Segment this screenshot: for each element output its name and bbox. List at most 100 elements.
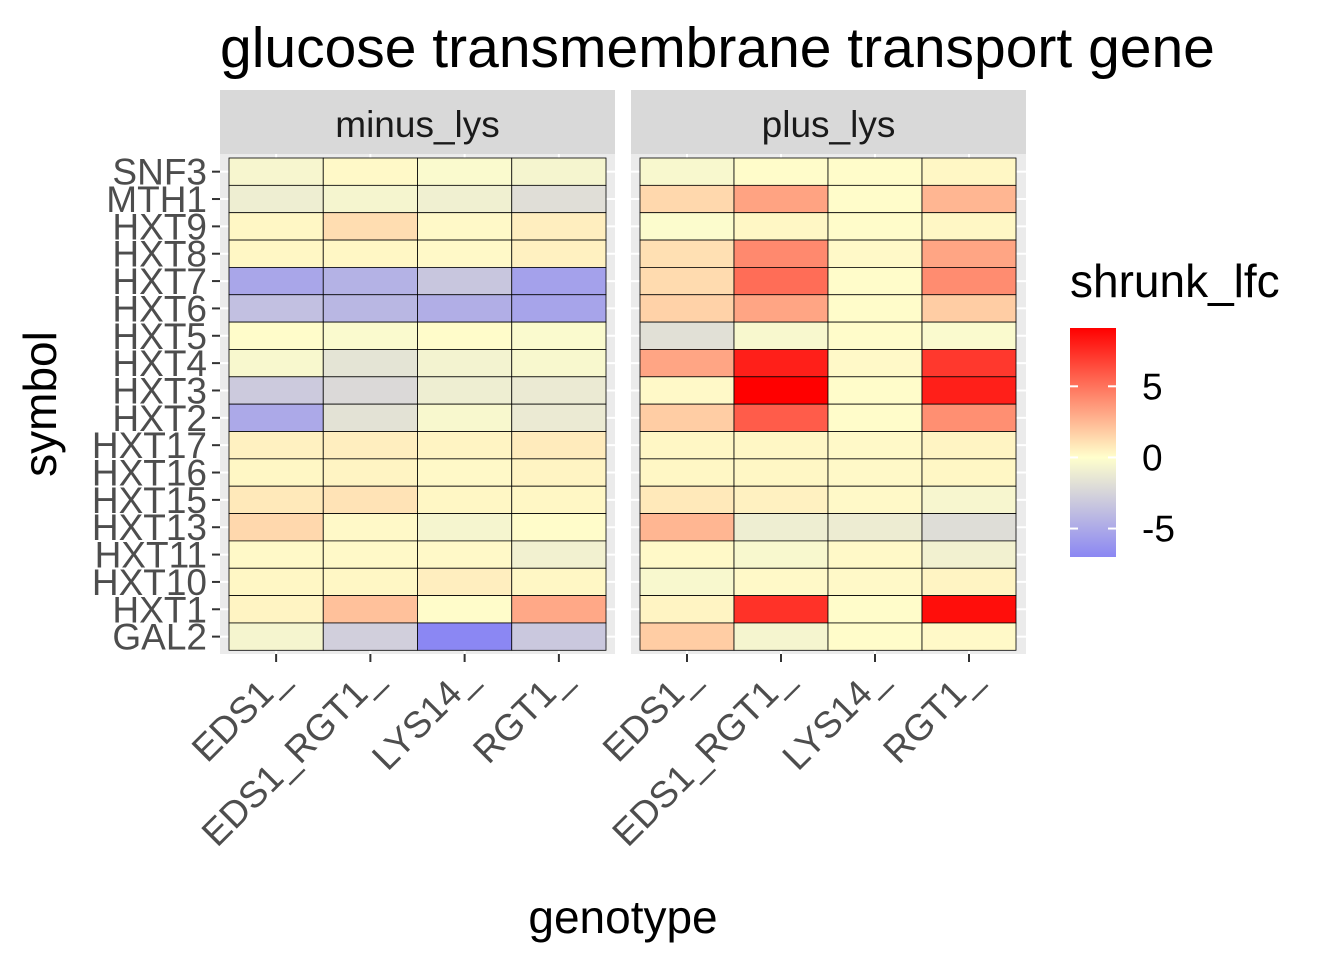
heatmap-tile [228, 266, 324, 296]
heatmap-tile [827, 294, 923, 323]
heatmap-tile [322, 212, 418, 241]
legend-colorbar [1070, 328, 1116, 557]
heatmap-tile [511, 403, 607, 432]
heatmap-tile [322, 349, 418, 378]
heatmap-tile [921, 540, 1017, 569]
color-legend: shrunk_lfc 5 0 -5 [1070, 255, 1280, 557]
heatmap-tile [511, 157, 607, 186]
heatmap-tile [733, 595, 829, 624]
y-tick-label: HXT4 [112, 343, 207, 384]
heatmap-tile [733, 540, 829, 569]
heatmap-tile [228, 458, 324, 487]
x-tick-label: RGT1_ [465, 657, 579, 771]
heatmap-tile [733, 622, 829, 651]
heatmap-tile [921, 403, 1017, 432]
facet-strip [220, 90, 615, 154]
heatmap-tile [511, 485, 607, 514]
y-tick-label: HXT5 [112, 316, 207, 357]
y-tick-label: HXT6 [112, 288, 207, 329]
facet-strip [631, 90, 1026, 154]
heatmap-tile [639, 321, 735, 350]
heatmap-tile [417, 349, 513, 378]
y-tick-label: HXT11 [95, 535, 207, 576]
chart-title: glucose transmembrane transport gene [220, 16, 1215, 80]
heatmap-tile [733, 239, 829, 268]
heatmap-tile [827, 567, 923, 597]
heatmap-tile [827, 157, 923, 186]
heatmap-tile [417, 485, 513, 514]
heatmap-tile [228, 184, 324, 214]
y-tick-label: HXT9 [112, 206, 207, 247]
heatmap-tile [322, 622, 418, 651]
heatmap-tile [228, 595, 324, 624]
heatmap-tile [639, 622, 735, 651]
y-tick-label: MTH1 [106, 179, 207, 220]
heatmap-tile [417, 595, 513, 624]
heatmap-tile [639, 540, 735, 569]
heatmap-tile [733, 321, 829, 350]
heatmap-tile [511, 431, 607, 460]
heatmap-tile [639, 212, 735, 241]
heatmap-tile [733, 212, 829, 241]
heatmap-tile [921, 212, 1017, 241]
heatmap-tile [322, 294, 418, 323]
x-axis-title: genotype [528, 891, 717, 943]
heatmap-tile [417, 567, 513, 597]
heatmap-tile [639, 513, 735, 542]
heatmap-tile [511, 184, 607, 214]
heatmap-tile [733, 376, 829, 405]
heatmap-tile [733, 431, 829, 460]
y-axis-title: symbol [14, 331, 66, 477]
heatmap-tile [228, 622, 324, 651]
heatmap-tile [639, 266, 735, 296]
heatmap-tile [827, 403, 923, 432]
y-tick-label: HXT7 [112, 261, 207, 302]
heatmap-tile [921, 266, 1017, 296]
heatmap-tile [511, 513, 607, 542]
heatmap-tile [639, 595, 735, 624]
heatmap-tile [733, 184, 829, 214]
heatmap-tile [827, 513, 923, 542]
heatmap-tile [639, 458, 735, 487]
heatmap-tile [733, 294, 829, 323]
heatmap-tile [639, 294, 735, 323]
heatmap-tile [921, 485, 1017, 514]
heatmap-tile [228, 294, 324, 323]
x-tick-label: LYS14_ [775, 657, 895, 777]
facet-panel-plus_lys: plus_lys [631, 90, 1026, 654]
heatmap-tile [827, 376, 923, 405]
heatmap-tile [417, 157, 513, 186]
heatmap-tile [639, 431, 735, 460]
facet-strip-label: plus_lys [762, 104, 896, 145]
heatmap-tile [322, 540, 418, 569]
heatmap-tile [827, 321, 923, 350]
heatmap-tile [921, 567, 1017, 597]
y-tick-label: HXT15 [92, 480, 207, 521]
heatmap-tile [228, 403, 324, 432]
y-tick-label: GAL2 [112, 617, 207, 658]
heatmap-tile [733, 567, 829, 597]
heatmap-tile [639, 485, 735, 514]
legend-tick-label: 5 [1142, 366, 1163, 407]
heatmap-tile [921, 431, 1017, 460]
heatmap-tile [511, 321, 607, 350]
heatmap-tile [228, 431, 324, 460]
heatmap-tile [921, 513, 1017, 542]
heatmap-tile [827, 595, 923, 624]
y-tick-label: HXT8 [112, 234, 207, 275]
heatmap-tile [322, 513, 418, 542]
heatmap-tile [511, 212, 607, 241]
heatmap-tile [417, 266, 513, 296]
heatmap-tile [921, 622, 1017, 651]
heatmap-tile [733, 513, 829, 542]
heatmap-tile [322, 458, 418, 487]
heatmap-tile [228, 212, 324, 241]
heatmap-tile [639, 567, 735, 597]
heatmap-tile [322, 321, 418, 350]
facet-strip-label: minus_lys [335, 104, 500, 145]
heatmap-tile [827, 212, 923, 241]
heatmap-tile [228, 349, 324, 378]
heatmap-tile [417, 458, 513, 487]
heatmap-tile [733, 458, 829, 487]
